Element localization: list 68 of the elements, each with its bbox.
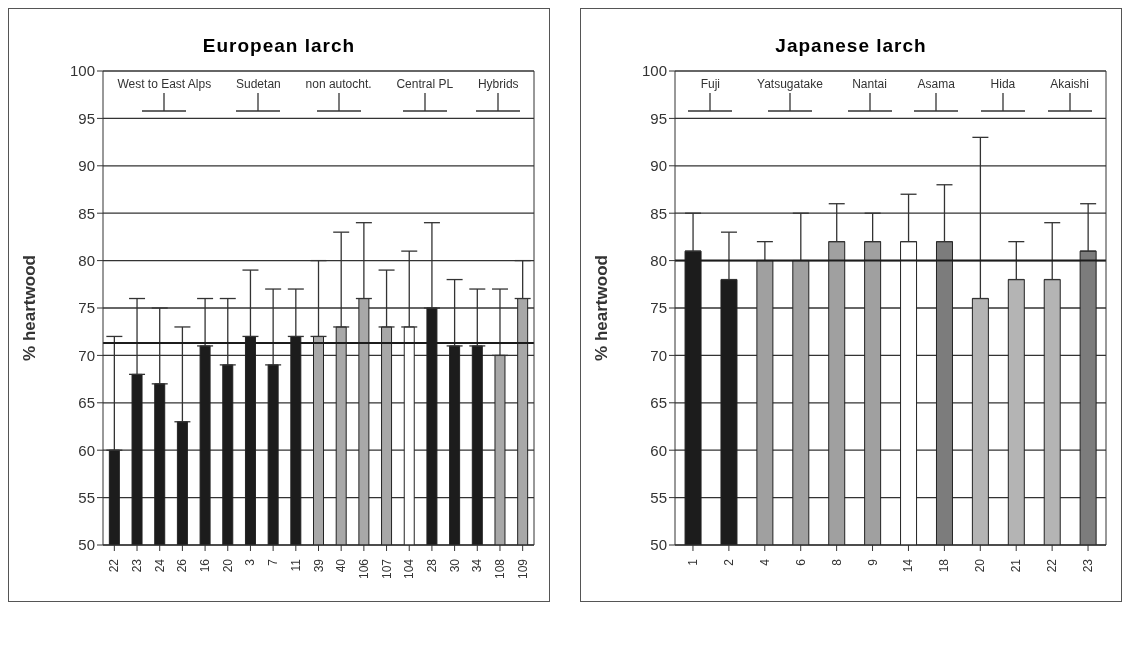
y-tick-label: 50 <box>78 536 95 554</box>
annotation: Hida <box>988 77 1018 91</box>
y-tick-label: 90 <box>78 157 95 175</box>
y-tick-label: 50 <box>650 536 667 554</box>
y-tick-label: 60 <box>650 441 667 459</box>
y-tick-label: 65 <box>650 394 667 412</box>
annotation: non autocht. <box>303 77 374 91</box>
x-tick-label: 21 <box>1009 558 1024 573</box>
y-tick-label: 55 <box>78 488 95 506</box>
y-tick-label: 70 <box>650 346 667 364</box>
x-tick-label: 8 <box>829 558 844 566</box>
y-tick-label: 70 <box>78 346 95 364</box>
annotation: Yatsugatake <box>755 77 825 91</box>
x-tick-label: 23 <box>1081 558 1096 573</box>
chart-title: Japanese larch <box>774 35 928 57</box>
y-tick-label: 100 <box>69 62 95 80</box>
x-tick-label: 18 <box>937 558 952 573</box>
annotation: Nantai <box>850 77 889 91</box>
annotation: Hybrids <box>475 77 521 91</box>
y-tick-label: 55 <box>650 488 667 506</box>
x-tick-label: 20 <box>220 558 235 573</box>
y-tick-label: 75 <box>650 299 667 317</box>
chart-title: European larch <box>201 35 357 57</box>
y-tick-label: 80 <box>78 251 95 269</box>
annotation: Fuji <box>698 77 723 91</box>
x-tick-label: 6 <box>793 558 808 566</box>
y-axis-title: % heartwood <box>592 255 612 361</box>
y-tick-label: 80 <box>650 251 667 269</box>
annotation: Akaishi <box>1048 77 1091 91</box>
x-tick-label: 39 <box>311 558 326 573</box>
y-axis-title: % heartwood <box>20 255 40 361</box>
y-tick-label: 100 <box>641 62 667 80</box>
x-tick-label: 22 <box>1045 558 1060 573</box>
x-tick-label: 14 <box>901 558 916 573</box>
y-tick-label: 65 <box>78 394 95 412</box>
annotation: Sudetan <box>234 77 283 91</box>
y-tick-label: 90 <box>650 157 667 175</box>
x-tick-label: 34 <box>470 558 485 573</box>
x-tick-label: 106 <box>356 558 371 580</box>
x-tick-label: 24 <box>152 558 167 573</box>
y-tick-label: 95 <box>78 109 95 127</box>
x-tick-label: 28 <box>424 558 439 573</box>
x-tick-label: 7 <box>266 558 281 566</box>
x-tick-label: 16 <box>198 558 213 573</box>
x-tick-label: 104 <box>402 558 417 580</box>
annotation: Central PL <box>394 77 456 91</box>
x-tick-label: 20 <box>973 558 988 573</box>
y-tick-label: 60 <box>78 441 95 459</box>
x-tick-label: 107 <box>379 558 394 580</box>
y-tick-label: 75 <box>78 299 95 317</box>
x-tick-label: 11 <box>288 558 303 572</box>
x-tick-label: 109 <box>515 558 530 580</box>
x-tick-label: 1 <box>685 558 700 566</box>
x-tick-label: 26 <box>175 558 190 573</box>
annotation: Asama <box>915 77 957 91</box>
x-tick-label: 9 <box>865 558 880 566</box>
x-tick-label: 108 <box>492 558 507 580</box>
x-tick-label: 40 <box>334 558 349 573</box>
x-tick-label: 30 <box>447 558 462 573</box>
y-tick-label: 95 <box>650 109 667 127</box>
x-tick-label: 4 <box>757 558 772 566</box>
x-tick-label: 23 <box>130 558 145 573</box>
x-tick-label: 3 <box>243 558 258 566</box>
x-tick-label: 2 <box>721 558 736 566</box>
y-tick-label: 85 <box>78 204 95 222</box>
annotation: West to East Alps <box>115 77 214 91</box>
y-tick-label: 85 <box>650 204 667 222</box>
x-tick-label: 22 <box>107 558 122 573</box>
